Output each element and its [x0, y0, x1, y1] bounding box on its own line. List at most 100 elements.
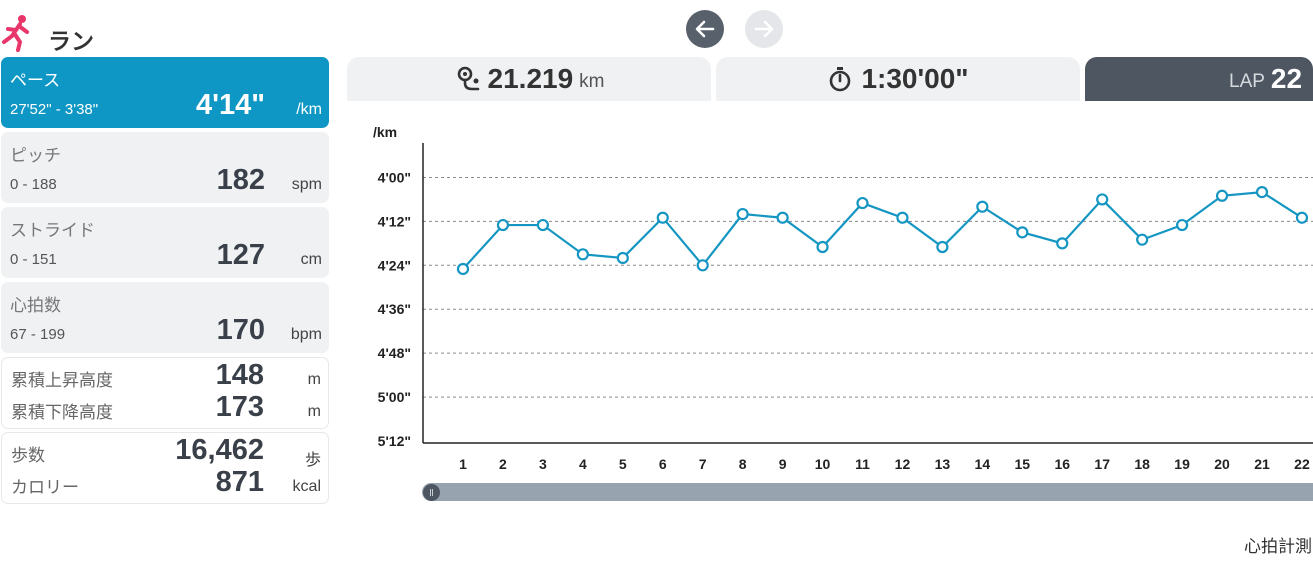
pace-data-point [496, 218, 510, 232]
arrow-left-icon [695, 20, 715, 38]
pace-data-point [856, 196, 869, 210]
time-value: 1:30'00" [861, 63, 969, 94]
pace-data-point [456, 262, 470, 276]
metric-value: 170 [216, 314, 265, 346]
metric-label: ストライド [10, 221, 95, 240]
steps-value: 16,462 [175, 434, 264, 466]
pace-series-line [462, 190, 1303, 270]
pace-data-point [536, 218, 549, 232]
metric-range: 67 - 199 [10, 326, 66, 343]
metric-value: 4'14" [195, 89, 265, 121]
x-tick-label: 1 [459, 456, 467, 472]
x-tick-label: 9 [779, 456, 787, 472]
calories-unit: kcal [292, 478, 321, 495]
pace-data-point [896, 211, 909, 224]
y-axis-label: /km [373, 124, 397, 140]
metric-range: 0 - 188 [10, 176, 57, 193]
metric-range: 27'52" - 3'38" [10, 101, 99, 118]
x-tick-label: 15 [1015, 456, 1031, 472]
x-tick-label: 22 [1294, 456, 1310, 472]
x-tick-label: 10 [815, 456, 831, 472]
metric-card-stride[interactable]: ストライド 0 - 151 127 cm [1, 207, 329, 278]
lap-value: 22 [1270, 63, 1303, 94]
descent-value: 173 [215, 391, 264, 423]
metric-card-pitch[interactable]: ピッチ 0 - 188 182 spm [1, 132, 329, 203]
y-tick-label: 4'00" [378, 169, 411, 185]
x-tick-label: 11 [855, 456, 870, 472]
lap-label: LAP [1229, 71, 1265, 92]
calories-value: 871 [215, 466, 264, 498]
pace-data-point [576, 248, 589, 261]
x-tick-label: 3 [539, 456, 547, 472]
y-tick-label: 4'36" [378, 301, 411, 317]
page-title: ラン [48, 28, 94, 54]
pace-data-point [816, 240, 829, 254]
x-tick-label: 12 [895, 456, 911, 472]
y-tick-label: 4'48" [378, 345, 411, 361]
pace-data-point [1215, 189, 1229, 202]
x-tick-label: 5 [619, 456, 627, 472]
y-tick-label: 4'24" [378, 257, 411, 273]
descent-label: 累積下降高度 [11, 403, 113, 422]
pace-data-point [1016, 226, 1029, 239]
x-tick-label: 4 [579, 456, 587, 472]
pace-data-point [696, 259, 709, 272]
tab-lap[interactable]: LAP 22 [1085, 57, 1313, 101]
distance-unit: km [579, 71, 605, 92]
pace-data-point [1056, 237, 1069, 250]
pace-data-point [1255, 186, 1269, 199]
metric-range: 0 - 151 [10, 251, 57, 268]
steps-calories-card: 歩数 16,462 歩 カロリー 871 kcal [1, 432, 329, 504]
pace-data-point [1136, 233, 1149, 246]
x-tick-label: 2 [499, 456, 507, 472]
pace-data-point [736, 207, 749, 221]
metric-label: ピッチ [10, 146, 61, 165]
metric-value: 182 [216, 164, 265, 196]
calories-label: カロリー [11, 478, 79, 497]
next-button[interactable] [745, 10, 783, 48]
previous-button[interactable] [686, 10, 724, 48]
pace-data-point [1096, 193, 1109, 206]
pace-lap-chart: /km4'00"4'12"4'24"4'36"4'48"5'00"5'12"1 2… [373, 124, 1313, 472]
elevation-card: 累積上昇高度 148 m 累積下降高度 173 m [1, 357, 329, 429]
x-tick-label: 19 [1174, 456, 1190, 472]
scrollbar-handle[interactable] [423, 484, 440, 501]
x-tick-label: 13 [935, 456, 951, 472]
metric-unit: /km [296, 101, 322, 118]
chart-scrollbar[interactable] [422, 483, 1313, 501]
steps-unit: 歩 [304, 452, 321, 469]
metric-value: 127 [216, 239, 265, 271]
distance-value: 21.219 [487, 63, 574, 94]
metric-label: ペース [10, 71, 61, 90]
x-tick-label: 6 [659, 456, 667, 472]
app-header: ラン [0, 8, 330, 54]
ascent-unit: m [307, 371, 321, 388]
route-pin-icon [457, 66, 479, 91]
pace-data-point [1175, 218, 1189, 232]
y-tick-label: 4'12" [378, 213, 411, 229]
arrow-right-icon [754, 20, 774, 38]
pace-data-point [616, 251, 629, 265]
footer-label: 心拍計測 [1244, 537, 1312, 556]
metric-unit: spm [291, 176, 322, 193]
pace-data-point [656, 211, 669, 224]
metric-card-pace[interactable]: ペース 27'52" - 3'38" 4'14" /km [1, 57, 329, 128]
ascent-label: 累積上昇高度 [11, 371, 113, 390]
y-tick-label: 5'12" [378, 433, 411, 449]
descent-unit: m [307, 403, 321, 420]
x-tick-label: 8 [739, 456, 747, 472]
steps-label: 歩数 [11, 446, 45, 465]
x-tick-label: 20 [1214, 456, 1230, 472]
tab-time[interactable]: 1:30'00" [716, 57, 1080, 101]
metric-label: 心拍数 [10, 296, 61, 315]
x-tick-label: 21 [1254, 456, 1270, 472]
metric-unit: cm [300, 251, 322, 268]
x-tick-label: 18 [1134, 456, 1150, 472]
pace-data-point [976, 200, 989, 213]
tab-distance[interactable]: 21.219 km [347, 57, 711, 101]
metric-card-heart-rate[interactable]: 心拍数 67 - 199 170 bpm [1, 282, 329, 353]
x-tick-label: 17 [1094, 456, 1110, 472]
x-tick-label: 7 [699, 456, 707, 472]
pace-data-point [936, 240, 949, 254]
pace-data-point [1295, 211, 1309, 224]
